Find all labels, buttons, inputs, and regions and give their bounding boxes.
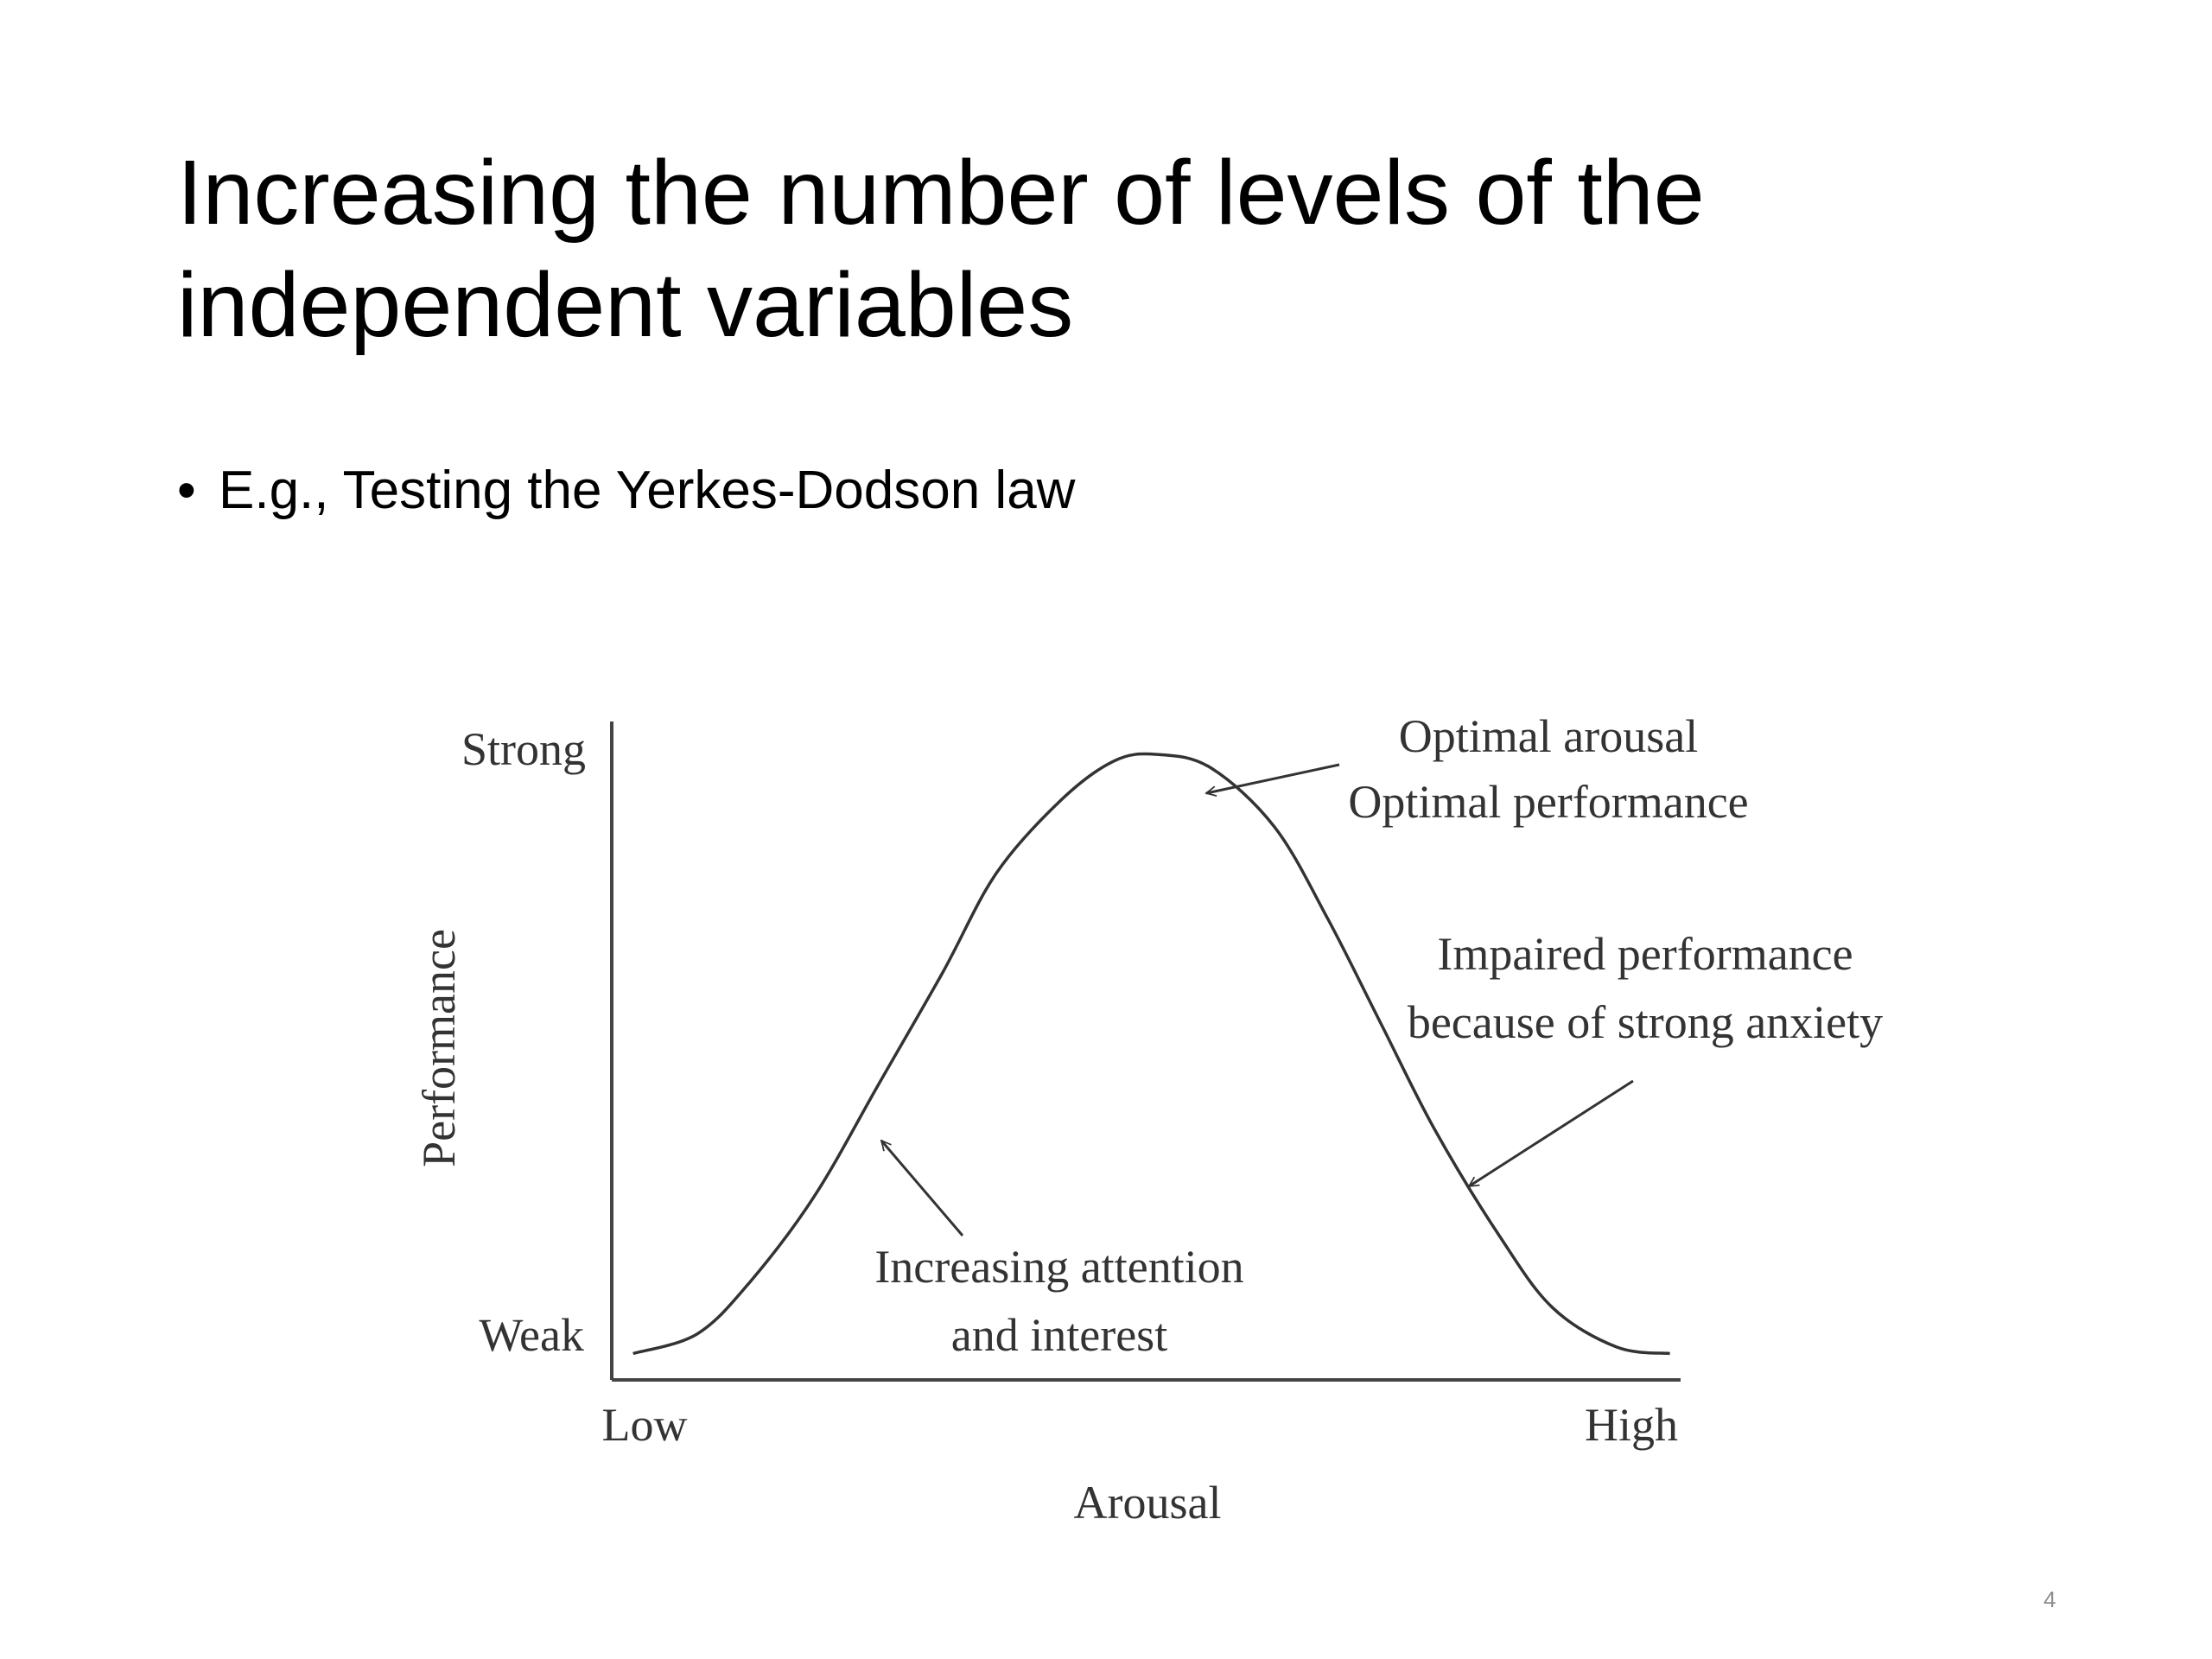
annotation-attention-line-2: and interest <box>951 1309 1167 1361</box>
slide-title-line-2: independent variables <box>177 254 1074 356</box>
annotation-optimal-line-1: Optimal arousal <box>1399 710 1698 762</box>
annotation-attention-line-1: Increasing attention <box>874 1241 1243 1293</box>
annotation-arrow-impaired <box>1469 1079 1634 1188</box>
slide-title-line-1: Increasing the number of levels of the <box>177 142 1705 244</box>
y-tick-label-weak: Weak <box>479 1309 584 1361</box>
bullet-text: E.g., Testing the Yerkes-Dodson law <box>219 461 1076 520</box>
page-number: 4 <box>2044 1586 2056 1612</box>
performance-curve <box>632 752 1670 1356</box>
annotation-impaired-line-2: because of strong anxiety <box>1408 996 1883 1048</box>
slide-title: Increasing the number of levels of the i… <box>177 137 2078 361</box>
bullet-dot: • <box>177 461 196 520</box>
y-axis-label: Performance <box>413 929 465 1167</box>
x-tick-label-low: Low <box>602 1399 688 1451</box>
annotation-arrow-attention <box>881 1141 964 1236</box>
annotation-optimal-line-2: Optimal performance <box>1348 776 1748 828</box>
bullet-item: • E.g., Testing the Yerkes-Dodson law <box>177 456 1075 525</box>
y-tick-label-strong: Strong <box>461 723 586 775</box>
annotation-impaired-line-1: Impaired performance <box>1437 928 1853 980</box>
x-tick-label-high: High <box>1585 1399 1678 1451</box>
annotation-arrow-optimal <box>1206 763 1340 793</box>
x-axis-label: Arousal <box>1074 1477 1222 1529</box>
